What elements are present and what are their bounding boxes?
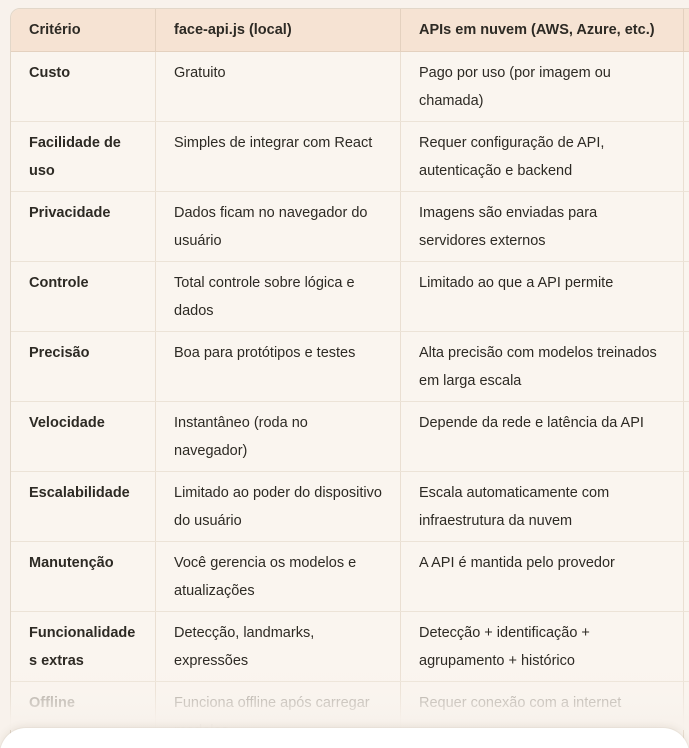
spacer-cell xyxy=(684,402,689,471)
column-header-criterio: Critério xyxy=(11,9,156,51)
table-row: Manutenção Você gerencia os modelos e atu… xyxy=(11,542,689,612)
spacer-cell xyxy=(684,262,689,331)
local-value-cell: Instantâneo (roda no navegador) xyxy=(156,402,401,471)
table-row: Controle Total controle sobre lógica e da… xyxy=(11,262,689,332)
spacer-cell xyxy=(684,612,689,681)
criterion-cell: Velocidade xyxy=(11,402,156,471)
local-value-cell: Limitado ao poder do dispositivo do usuá… xyxy=(156,472,401,541)
column-header-spacer xyxy=(684,9,689,51)
criterion-cell: Escalabilidade xyxy=(11,472,156,541)
local-value-cell: Você gerencia os modelos e atualizações xyxy=(156,542,401,611)
criterion-cell: Custo xyxy=(11,52,156,121)
cloud-value-cell: Escala automaticamente com infraestrutur… xyxy=(401,472,684,541)
criterion-cell: Manutenção xyxy=(11,542,156,611)
table-row: Escalabilidade Limitado ao poder do dispo… xyxy=(11,472,689,542)
table-row: Custo Gratuito Pago por uso (por imagem ou… xyxy=(11,52,689,122)
table-row: Privacidade Dados ficam no navegador do u… xyxy=(11,192,689,262)
table-header-row: Critério face-api.js (local) APIs em nuv… xyxy=(11,9,689,52)
criterion-cell: Funcionalidades extras xyxy=(11,612,156,681)
spacer-cell xyxy=(684,682,689,748)
cloud-value-cell: Imagens são enviadas para servidores ext… xyxy=(401,192,684,261)
criterion-cell: Controle xyxy=(11,262,156,331)
spacer-cell xyxy=(684,472,689,541)
cloud-value-cell: A API é mantida pelo provedor xyxy=(401,542,684,611)
cloud-value-cell: Depende da rede e latência da API xyxy=(401,402,684,471)
local-value-cell: Detecção, landmarks, expressões xyxy=(156,612,401,681)
cloud-value-cell: Requer configuração de API, autenticação… xyxy=(401,122,684,191)
spacer-cell xyxy=(684,192,689,261)
local-value-cell: Gratuito xyxy=(156,52,401,121)
table-row: Facilidade de uso Simples de integrar com… xyxy=(11,122,689,192)
criterion-cell: Facilidade de uso xyxy=(11,122,156,191)
local-value-cell: Simples de integrar com React xyxy=(156,122,401,191)
cloud-value-cell: Limitado ao que a API permite xyxy=(401,262,684,331)
spacer-cell xyxy=(684,332,689,401)
criterion-cell: Privacidade xyxy=(11,192,156,261)
column-header-cloud-apis: APIs em nuvem (AWS, Azure, etc.) xyxy=(401,9,684,51)
table-row: Precisão Boa para protótipos e testes Alta… xyxy=(11,332,689,402)
criterion-cell: Precisão xyxy=(11,332,156,401)
local-value-cell: Boa para protótipos e testes xyxy=(156,332,401,401)
cloud-value-cell: Pago por uso (por imagem ou chamada) xyxy=(401,52,684,121)
local-value-cell: Total controle sobre lógica e dados xyxy=(156,262,401,331)
table-row: Velocidade Instantâneo (roda no navegador… xyxy=(11,402,689,472)
spacer-cell xyxy=(684,122,689,191)
table-row: Funcionalidades extras Detecção, landmark… xyxy=(11,612,689,682)
table-body: Custo Gratuito Pago por uso (por imagem ou… xyxy=(11,52,689,748)
spacer-cell xyxy=(684,542,689,611)
composer-card[interactable] xyxy=(0,728,689,748)
cloud-value-cell: Detecção + identificação + agrupamento +… xyxy=(401,612,684,681)
comparison-table: Critério face-api.js (local) APIs em nuv… xyxy=(10,8,689,748)
column-header-face-api: face-api.js (local) xyxy=(156,9,401,51)
local-value-cell: Dados ficam no navegador do usuário xyxy=(156,192,401,261)
spacer-cell xyxy=(684,52,689,121)
cloud-value-cell: Alta precisão com modelos treinados em l… xyxy=(401,332,684,401)
